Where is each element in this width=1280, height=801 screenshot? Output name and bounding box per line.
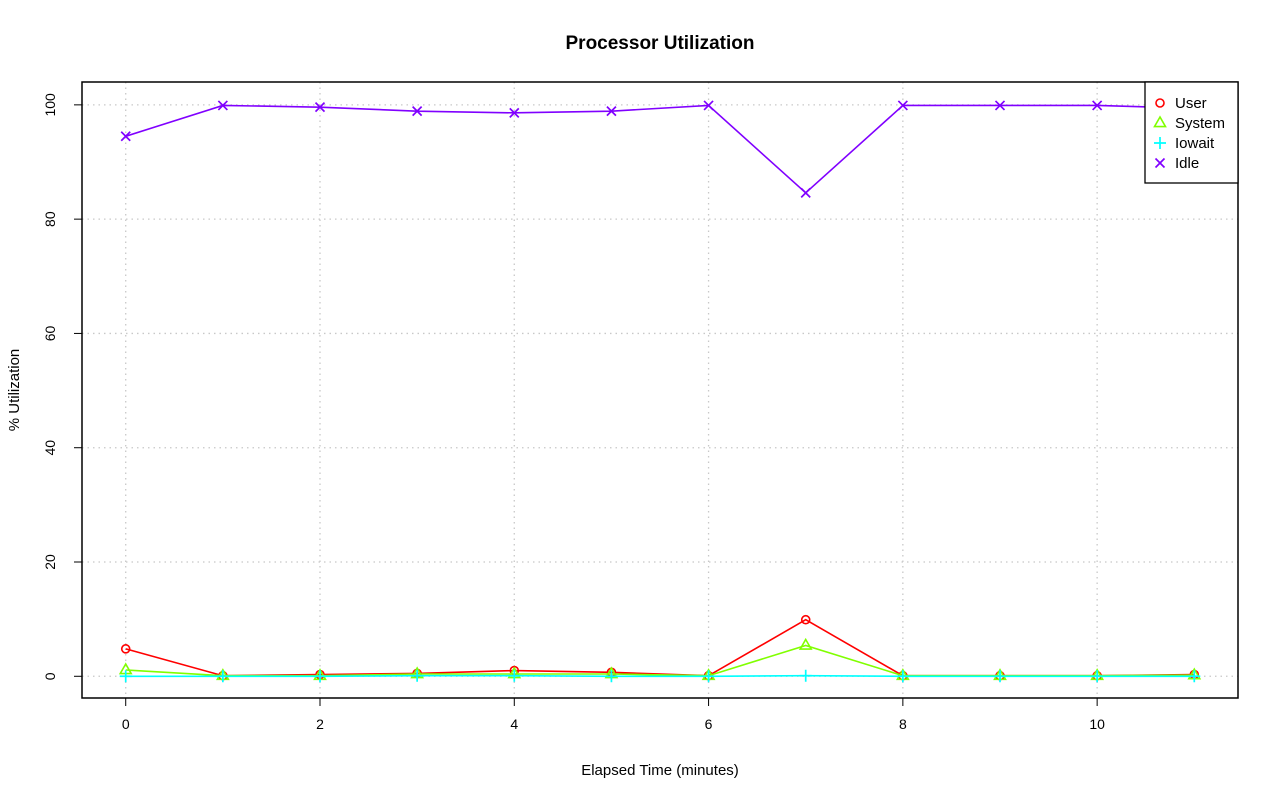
x-tick-label: 4 (510, 716, 518, 732)
y-tick-label: 100 (42, 93, 58, 117)
data-point-iowait (896, 670, 909, 683)
legend: User System Iowait Idle (1144, 81, 1239, 184)
x-tick-label: 0 (122, 716, 130, 732)
data-point-iowait (1091, 670, 1104, 683)
y-axis: 0 20 40 60 80 100 (42, 93, 83, 680)
data-point-system (798, 637, 813, 650)
data-point-iowait (216, 670, 229, 683)
data-point-idle (1092, 100, 1103, 111)
series-line-system (125, 644, 1195, 677)
legend-marker-user (1155, 98, 1165, 108)
series-iowait (119, 669, 1201, 683)
data-point-idle (800, 187, 811, 198)
data-point-user (120, 644, 131, 654)
data-point-idle (412, 106, 423, 117)
y-tick-label: 0 (42, 672, 58, 680)
chart-title: Processor Utilization (566, 33, 755, 54)
legend-label-idle: Idle (1175, 155, 1199, 172)
data-point-iowait (119, 670, 132, 683)
series-layer (118, 100, 1202, 683)
data-point-iowait (411, 669, 424, 682)
data-point-idle (314, 102, 326, 113)
data-point-user (800, 614, 811, 625)
data-point-idle (217, 100, 228, 111)
legend-marker-system (1153, 115, 1167, 128)
legend-label-system: System (1175, 115, 1225, 132)
data-point-idle (509, 107, 520, 118)
data-point-iowait (994, 670, 1006, 683)
data-point-idle (606, 106, 617, 117)
plot-frame (81, 81, 1239, 699)
series-line-iowait (125, 674, 1195, 678)
data-point-iowait (605, 670, 618, 683)
data-point-idle (994, 100, 1006, 111)
data-point-iowait (1188, 670, 1201, 683)
legend-label-user: User (1175, 95, 1207, 112)
data-point-iowait (508, 669, 521, 682)
x-tick-label: 6 (705, 716, 713, 732)
data-point-idle (897, 100, 908, 111)
x-axis-label: Elapsed Time (minutes) (581, 762, 739, 779)
series-user (120, 614, 1200, 681)
x-axis: 0 2 4 6 8 10 (122, 697, 1105, 732)
data-point-iowait (314, 670, 326, 683)
data-point-iowait (702, 670, 715, 683)
legend-marker-iowait (1154, 137, 1166, 149)
y-tick-label: 40 (42, 440, 58, 456)
x-tick-label: 8 (899, 716, 907, 732)
legend-marker-idle (1154, 157, 1166, 169)
y-tick-label: 80 (42, 211, 58, 227)
series-idle (120, 100, 1200, 198)
data-point-idle (703, 100, 714, 111)
series-line-idle (125, 104, 1195, 194)
data-point-idle (120, 131, 131, 142)
y-tick-label: 60 (42, 325, 58, 341)
series-line-user (125, 618, 1195, 677)
y-tick-label: 20 (42, 554, 58, 570)
x-tick-label: 2 (316, 716, 324, 732)
data-point-iowait (799, 669, 812, 682)
legend-label-iowait: Iowait (1175, 135, 1215, 152)
grid (82, 82, 1238, 698)
y-axis-label: % Utilization (6, 349, 23, 432)
x-tick-label: 10 (1089, 716, 1105, 732)
